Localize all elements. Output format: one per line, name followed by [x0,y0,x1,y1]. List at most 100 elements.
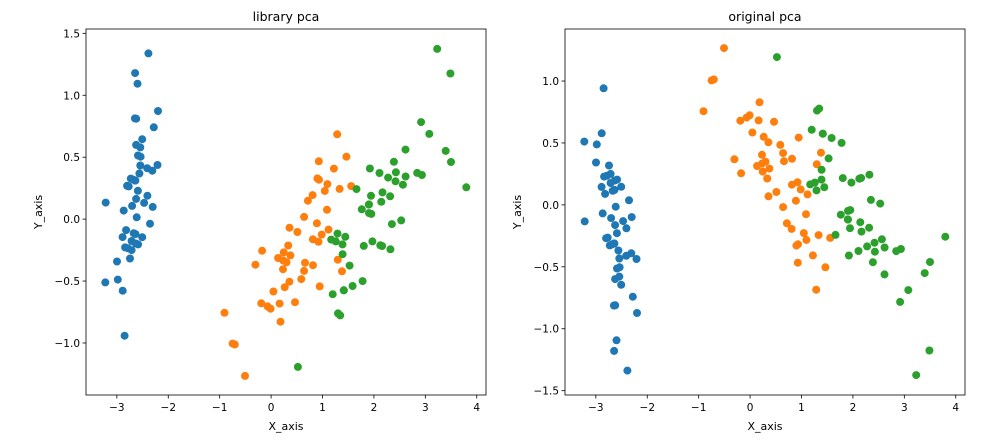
data-point [301,258,309,267]
data-point [413,168,422,177]
data-point [338,267,346,276]
data-point [837,138,846,147]
data-point [592,140,601,149]
data-point [617,280,626,289]
data-point [615,263,624,272]
data-point [843,215,852,224]
data-point [580,217,589,226]
data-point [619,217,628,226]
y-axis-label: Y_axis [511,195,524,231]
data-point [877,235,886,244]
data-point [601,189,610,198]
data-point [622,251,631,260]
data-point [276,317,285,326]
y-tick-label: −1.0 [55,338,81,350]
series-3 [293,44,471,371]
data-point [622,224,631,233]
data-point [857,227,866,236]
data-point [846,224,854,233]
data-point [121,243,130,252]
data-point [312,219,321,228]
data-point [720,44,728,53]
data-point [628,292,637,301]
data-point [133,186,142,195]
data-point [339,286,348,295]
data-point [863,242,872,251]
data-point [352,185,361,194]
data-point [286,251,295,260]
data-point [799,229,808,238]
data-point [610,346,619,355]
x-tick-label: −3 [588,402,603,414]
data-point [615,272,624,281]
data-point [335,184,344,193]
data-point [131,230,140,239]
data-point [293,362,302,371]
plot-2: original pca X_axis Y_axis −3 −2 −1 0 1 2 3 4 1.0 0.… [511,9,966,433]
data-point [146,219,154,228]
data-point [314,157,323,166]
y-tick-label: 1.0 [542,76,559,88]
data-point [827,134,836,142]
y-tick-label: −1.5 [534,386,560,398]
data-point [770,117,778,126]
data-point [876,199,885,208]
data-point [793,258,802,267]
data-point [257,299,266,308]
y-tick-label: −0.5 [55,276,81,288]
data-point [327,235,336,244]
data-point [605,161,613,170]
data-point [386,192,395,201]
data-point [285,277,294,286]
data-point [251,260,260,269]
data-point [820,183,829,192]
data-point [787,180,796,189]
data-point [831,230,840,239]
data-point [754,116,763,125]
data-point [623,366,632,375]
data-point [779,203,788,212]
x-tick-label: 2 [371,402,378,414]
data-point [612,336,621,345]
data-point [812,160,821,169]
data-point [818,129,827,138]
data-point [838,174,847,183]
data-point [794,133,803,142]
data-point [391,177,400,186]
x-tick-label: 4 [952,402,959,414]
data-point [365,164,374,173]
data-point [433,44,442,53]
data-point [136,161,145,170]
data-point [387,220,396,229]
chart-title: library pca [253,9,320,24]
data-point [611,221,620,230]
data-point [610,239,619,248]
data-point [625,196,633,205]
data-point [920,269,929,278]
data-point [391,168,400,177]
data-point [148,202,157,211]
data-point [131,176,140,185]
data-point [397,216,406,225]
data-point [126,254,134,263]
data-point [627,213,636,222]
data-point [300,212,309,221]
data-point [447,158,455,166]
x-tick-label: 4 [473,402,480,414]
y-tick-label: −1.0 [534,324,560,336]
data-point [128,201,137,210]
plot-1: library pca X_axis Y_axis −3 −2 −1 0 1 2 3 4 1.5 1.0… [32,9,487,433]
data-point [606,169,615,178]
data-point [807,125,816,134]
data-point [122,226,131,235]
data-point [844,206,852,215]
x-tick-label: −1 [691,402,706,414]
data-point [612,229,621,238]
data-point [143,191,152,200]
data-point [926,258,934,266]
series-2 [220,130,356,380]
data-point [925,346,934,355]
data-point [333,229,342,238]
data-point [892,247,901,256]
data-point [597,182,606,191]
